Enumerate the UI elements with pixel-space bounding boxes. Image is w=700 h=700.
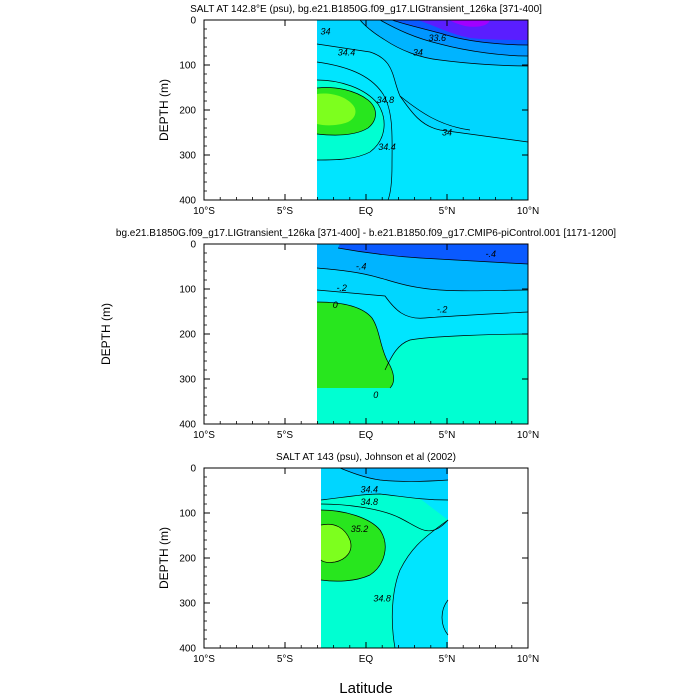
panel-1-contour-34-8 [316,79,385,161]
x-tick-label: 5°S [277,654,294,665]
panel-3-contour-34-8b [391,519,449,648]
contour-label: 34.4 [360,485,378,495]
contour-label: -.2 [336,283,347,293]
panel-3-field [320,468,449,648]
panel-1-band-35-2 [317,93,356,126]
y-tick-label: 400 [179,644,196,655]
y-tick-label: 0 [190,16,196,27]
contour-label: 34 [320,26,330,36]
panel-1-contour-34-4 [316,61,393,200]
contour-label: 0 [333,300,338,310]
x-tick-label: EQ [359,206,374,217]
x-tick-label: 5°N [439,430,456,441]
contour-label: -.2 [437,304,448,314]
panel-3-band-34-8 [380,468,448,648]
x-tick-label: 10°S [193,206,215,217]
panel-1-contour-33-6 [379,20,528,57]
panel-2-contour-m04 [337,247,528,265]
x-tick-label: 5°S [277,206,294,217]
panel-3-ylabel: DEPTH (m) [157,527,171,589]
panel-1-title: SALT AT 142.8°E (psu), bg.e21.B1850G.f09… [190,4,542,15]
y-tick-label: 0 [190,464,196,475]
panel-1-band-32-4 [450,20,490,27]
y-tick-label: 0 [190,240,196,251]
panel-3-contour-34-8 [320,503,449,532]
panel-1-contour-33-2 [391,20,528,46]
panel-3-contour-35 [320,509,386,582]
x-tick-label: EQ [359,654,374,665]
panel-1-contour-34-upper [359,20,528,67]
y-tick-label: 100 [179,509,196,520]
panel-3-contour-right [441,599,449,636]
x-tick-label: 10°S [193,654,215,665]
panel-2-title: bg.e21.B1850G.f09_g17.LIGtransient_126ka… [116,228,616,239]
x-tick-label: 10°N [517,430,539,441]
contour-label: 34.8 [373,594,391,604]
y-tick-label: 200 [179,554,196,565]
panel-1-ticks: 10°S 5°S EQ 5°N 10°N 0 100 200 300 400 [179,16,539,218]
contour-label: 34.8 [360,497,378,507]
panel-3-contour-labels: 34.4 34.8 35.2 34.8 [351,485,391,604]
y-tick-label: 300 [179,151,196,162]
contour-label: 34.4 [378,142,396,152]
panel-2-contour-labels: -.4 -.4 -.2 -.2 0 0 [333,249,496,400]
panel-3-ticks: 10°S 5°S EQ 5°N 10°N 0 100 200 300 400 [179,464,539,666]
contour-label: -.4 [356,262,367,272]
contour-label: 33.6 [429,33,447,43]
contour-label: 34 [442,128,452,138]
panel-3-title: SALT AT 143 (psu), Johnson et al (2002) [276,452,456,463]
panel-2-contour-m02 [316,289,528,319]
panel-2-contour-m04b [316,267,528,292]
panel-1-ylabel: DEPTH (m) [157,79,171,141]
panel-3-band-35-2 [321,524,351,563]
y-tick-label: 200 [179,330,196,341]
panel-2-ticks: 10°S 5°S EQ 5°N 10°N 0 100 200 300 400 [179,240,539,442]
contour-label: 34.4 [338,47,356,57]
x-tick-label: 5°N [439,206,456,217]
contour-label: 34.8 [377,95,395,105]
panel-3-contour-34-4 [320,493,449,501]
y-tick-label: 400 [179,196,196,207]
y-tick-label: 300 [179,375,196,386]
panel-1-contour-labels: 34 33.6 34.4 34 34.8 34 34.4 [320,26,452,152]
y-tick-label: 100 [179,285,196,296]
panel-2-ylabel: DEPTH (m) [99,303,113,365]
panel-1: SALT AT 142.8°E (psu), bg.e21.B1850G.f09… [157,4,542,217]
panel-1-contour-34 [316,43,528,143]
panel-1-field [316,20,528,200]
panel-1-band-32-8 [418,20,528,40]
panel-1-contour-bottom-34 [399,95,471,131]
y-tick-label: 200 [179,106,196,117]
panel-3-contour-34 [339,468,449,482]
y-tick-label: 400 [179,420,196,431]
panel-3-band-34 [340,468,448,482]
x-tick-label: EQ [359,430,374,441]
panel-1-contour-35 [316,87,376,136]
panel-2-contour-0 [316,301,394,389]
contour-label: 34 [413,47,423,57]
panel-2-field [316,244,528,424]
x-tick-label: 5°N [439,654,456,665]
contour-label: 35.2 [351,524,369,534]
panel-2-contour-0b [384,333,528,371]
panel-3: SALT AT 143 (psu), Johnson et al (2002) … [157,452,539,665]
contour-label: -.4 [485,249,496,259]
y-tick-label: 300 [179,599,196,610]
x-tick-label: 10°N [517,206,539,217]
x-tick-label: 5°S [277,430,294,441]
panel-2-band-positive [317,302,394,388]
x-tick-label: 10°N [517,654,539,665]
panel-2-band-m06 [338,244,528,264]
panel-2: bg.e21.B1850G.f09_g17.LIGtransient_126ka… [99,228,616,441]
panel-3-contour-35-2 [320,523,352,563]
contour-label: 0 [373,390,378,400]
figure-xlabel: Latitude [339,680,392,697]
x-tick-label: 10°S [193,430,215,441]
y-tick-label: 100 [179,61,196,72]
